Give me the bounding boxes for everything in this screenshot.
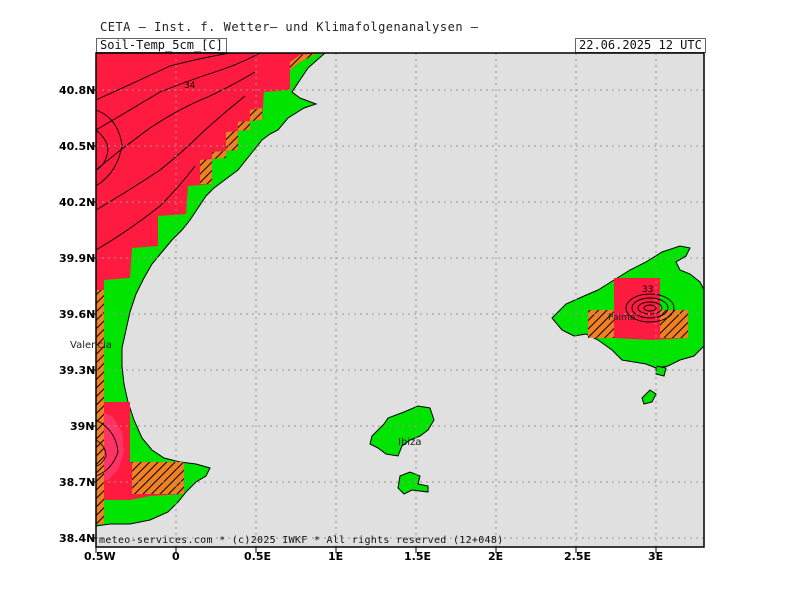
ibiza-island <box>369 405 435 457</box>
place-label-ibiza: Ibiza <box>398 437 421 448</box>
lat-label: 39.3N <box>59 364 96 377</box>
organization-header: CETA — Inst. f. Wetter— und Klimafolgena… <box>100 20 479 34</box>
lon-label: 3E <box>648 550 664 563</box>
lon-label: 2.5E <box>564 550 592 563</box>
lat-label: 39.6N <box>59 308 96 321</box>
copyright-footer: meteo-services.com * (c)2025 IWKF * All … <box>99 535 504 546</box>
place-label-valencia: Valencia <box>70 340 112 351</box>
contour-label: 34 <box>184 81 196 91</box>
hatched-coast-strip <box>290 53 318 70</box>
lat-label: 39.9N <box>59 252 96 265</box>
lat-label: 38.7N <box>59 476 96 489</box>
lat-label: 40.5N <box>59 140 96 153</box>
place-label-palma: Palma <box>608 313 635 323</box>
lat-label: 38.4N <box>59 532 96 545</box>
lon-label: 1.5E <box>404 550 432 563</box>
lon-label: 0 <box>172 550 180 563</box>
lon-label: 0.5E <box>244 550 272 563</box>
contour-label-palma: 33 <box>642 285 653 295</box>
lat-label: 40.8N <box>59 84 96 97</box>
mallorca-east-islet <box>655 365 667 377</box>
cabrera-island <box>641 389 657 405</box>
lon-label: 1E <box>328 550 344 563</box>
lon-label: 0.5W <box>84 550 116 563</box>
hatched-south <box>132 462 184 494</box>
map-frame <box>95 52 705 548</box>
graticule <box>96 53 704 547</box>
formentera-island <box>397 471 429 495</box>
lat-label: 39N <box>70 420 95 433</box>
lat-label: 40.2N <box>59 196 96 209</box>
lon-label: 2E <box>488 550 504 563</box>
